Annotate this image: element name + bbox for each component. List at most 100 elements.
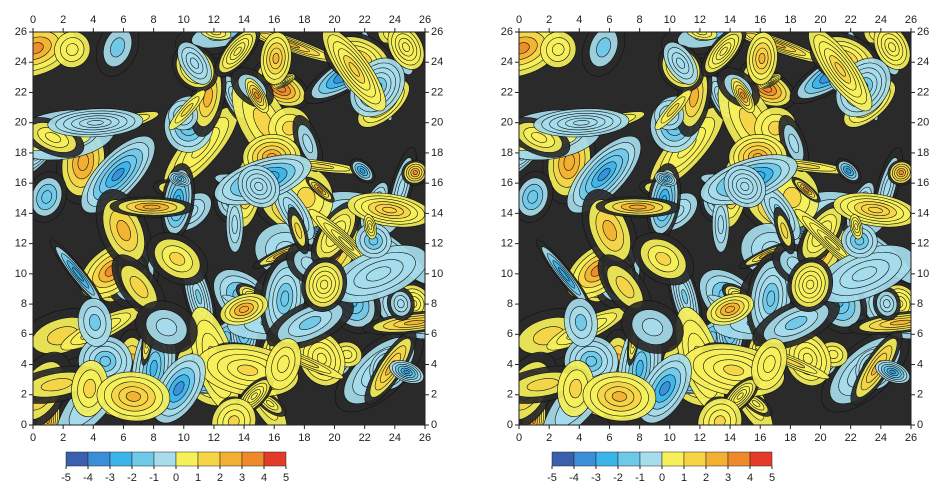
y-tick-label-right: 2 [431,389,437,401]
contour-band [348,62,360,77]
y-tick-label: 2 [507,389,513,401]
x-tick-label: 16 [268,432,280,444]
y-tick-label: 8 [21,298,27,310]
contour-band [368,223,373,231]
contour-band [575,314,587,331]
contour-band [265,400,275,408]
contour-band [714,415,726,425]
y-tick-label: 12 [15,238,27,250]
x-tick-label: 8 [151,432,157,444]
contour-band [883,299,891,309]
colorbar-swatch [727,451,751,467]
y-tick-label: 22 [15,86,27,98]
contour-band [116,219,132,242]
contour-band [316,352,327,365]
colorbar-swatch [241,451,265,467]
y-tick-label: 26 [15,26,27,38]
contour-band [602,219,618,242]
colorbar-label: 2 [703,472,709,484]
colorbar-label: -1 [149,472,159,484]
contour-band [834,62,846,77]
y-tick-label: 0 [507,419,513,431]
colorbar-label: -2 [127,472,137,484]
y-tick-label-right: 24 [431,56,443,68]
colorbar-swatch [595,451,619,467]
contour-band [788,133,800,154]
contour-band [527,190,539,204]
colorbar-label: -2 [613,472,623,484]
contour-band [72,267,84,282]
x-tick-label-top: 4 [576,14,582,26]
colorbar-label: -5 [61,472,71,484]
contour-band [110,37,126,58]
y-tick-label-right: 26 [431,26,443,38]
x-tick-label-top: 12 [694,14,706,26]
contour-band [294,222,303,239]
y-tick-label: 24 [501,56,513,68]
colorbar-swatch [639,451,663,467]
x-tick-label: 8 [637,432,643,444]
y-tick-label-right: 8 [917,298,923,310]
contour-band [195,289,202,305]
x-tick-label: 6 [606,432,612,444]
contour-band [758,52,766,64]
y-tick-label: 18 [501,147,513,159]
contour-band [845,168,852,174]
colorbar-label: -3 [105,472,115,484]
contour-band [784,315,808,331]
y-tick-label-right: 18 [431,147,443,159]
contour-band [155,318,178,337]
y-tick-label-right: 14 [431,207,443,219]
contour-band [780,222,789,239]
contour-band [898,170,904,176]
contour-band [851,266,878,282]
x-tick-label: 12 [208,432,220,444]
colorbar-swatch [617,451,641,467]
y-tick-label: 16 [501,177,513,189]
contour-band [655,251,672,266]
contour-band [766,290,776,307]
x-tick-label-top: 20 [814,14,826,26]
x-tick-label: 26 [419,432,431,444]
contour-band [889,369,896,375]
x-tick-label-top: 16 [268,14,280,26]
contour-band [125,391,141,402]
y-tick-label-right: 20 [431,117,443,129]
colorbar-label: 2 [217,472,223,484]
contour-band [615,276,635,299]
contour-band [359,168,366,174]
x-tick-label-top: 24 [875,14,887,26]
field [519,32,911,425]
y-tick-label: 8 [507,298,513,310]
contour-band [717,215,724,235]
x-tick-label: 16 [754,432,766,444]
colorbar-swatch [175,451,199,467]
colorbar-swatch [573,451,597,467]
y-tick-label: 10 [15,268,27,280]
contour-band [111,167,125,182]
colorbar-label: 0 [659,472,665,484]
colorbar-label: -4 [83,472,93,484]
contour-band [250,392,258,400]
contour-band [177,177,183,181]
x-tick-label: 2 [546,432,552,444]
contour-band [41,190,53,204]
colorbar-label: 1 [681,472,687,484]
colorbar-swatch [683,451,707,467]
contour-band [736,392,744,400]
colorbar-swatch [551,451,575,467]
contour-band [719,46,728,56]
contour-band [663,177,669,181]
y-tick-label-right: 16 [917,177,929,189]
colorbar-swatch [749,451,773,467]
y-tick-label-right: 20 [917,117,929,129]
x-tick-label-top: 10 [178,14,190,26]
contour-band [573,120,590,126]
colorbar-swatch [705,451,729,467]
contour-band [802,352,813,365]
x-tick-label: 0 [30,432,36,444]
contour-band [397,299,405,309]
y-tick-label-right: 12 [431,238,443,250]
x-tick-label-top: 26 [419,14,431,26]
contour-band [302,133,314,154]
